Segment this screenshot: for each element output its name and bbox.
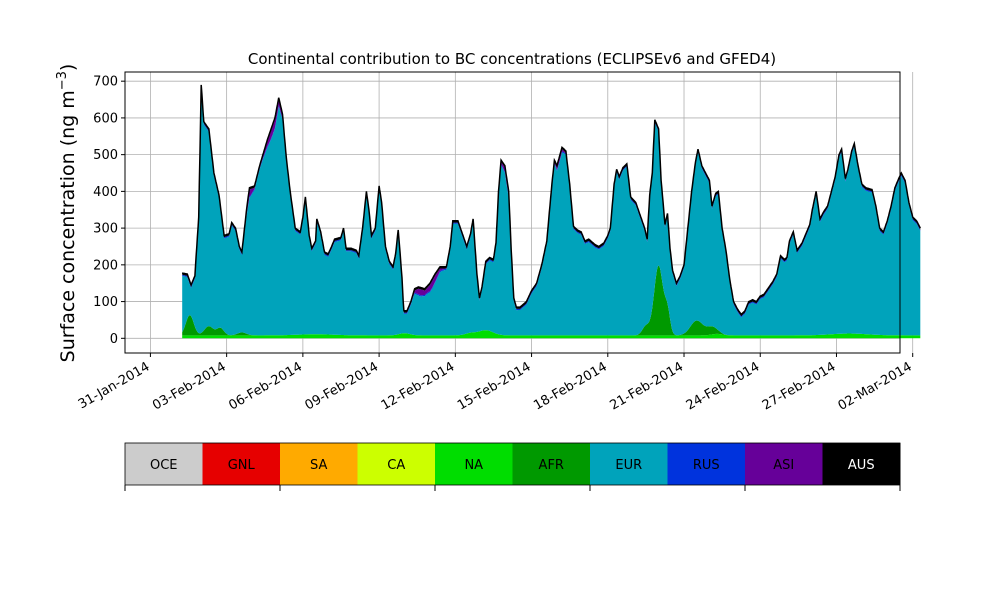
area-eur: [182, 87, 921, 336]
legend-label-afr: AFR: [539, 458, 564, 473]
legend-label-aus: AUS: [848, 458, 875, 473]
x-tick-label: 12-Feb-2014: [379, 359, 458, 413]
legend-swatch-afr: [512, 443, 591, 485]
color-legend: OCE GNL SA CA NA AFR EUR RUS ASI AUS: [124, 442, 901, 491]
legend-swatch-gnl: [202, 443, 281, 485]
y-tick-label: 600: [93, 111, 118, 126]
x-tick-label: 02-Mar-2014: [836, 359, 915, 413]
y-tick-label: 500: [93, 148, 118, 163]
y-axis-ticks: 0 100 200 300 400 500 600 700: [93, 75, 125, 347]
x-tick-label: 24-Feb-2014: [684, 359, 763, 413]
y-tick-label: 400: [93, 185, 118, 200]
x-tick-label: 27-Feb-2014: [760, 359, 839, 413]
chart-title: Continental contribution to BC concentra…: [248, 50, 776, 68]
legend-swatch-eur: [590, 443, 668, 485]
x-tick-label: 06-Feb-2014: [226, 359, 305, 413]
x-tick-label: 09-Feb-2014: [303, 359, 382, 413]
legend-swatch-asi: [745, 443, 823, 485]
legend-swatch-aus: [822, 443, 901, 485]
legend-label-na: NA: [464, 458, 483, 473]
y-tick-label: 700: [93, 75, 118, 90]
total-line: [181, 84, 921, 316]
x-tick-label: 21-Feb-2014: [607, 359, 686, 413]
legend-label-asi: ASI: [773, 458, 794, 473]
legend-swatch-ca: [357, 443, 436, 485]
y-axis-label: Surface concentration (ng m−3): [55, 64, 79, 363]
x-axis-ticks: 31-Jan-201403-Feb-201406-Feb-201409-Feb-…: [76, 353, 915, 414]
x-tick-label: 18-Feb-2014: [531, 359, 610, 413]
legend-label-sa: SA: [310, 458, 327, 473]
area-na: [182, 330, 921, 339]
y-tick-label: 100: [93, 295, 118, 310]
legend-swatch-na: [435, 443, 513, 485]
y-tick-label: 0: [110, 332, 118, 347]
x-tick-label: 03-Feb-2014: [150, 359, 229, 413]
legend-swatch-oce: [125, 443, 203, 485]
legend-swatch-sa: [280, 443, 358, 485]
plot-frame: [124, 71, 901, 354]
legend-frame: [124, 442, 901, 486]
legend-swatch-rus: [667, 443, 746, 485]
y-tick-label: 200: [93, 258, 118, 273]
x-tick-label: 15-Feb-2014: [455, 359, 534, 413]
stacked-areas: [181, 84, 921, 339]
legend-label-oce: OCE: [150, 458, 178, 473]
legend-label-rus: RUS: [693, 458, 720, 473]
x-tick-label: 31-Jan-2014: [76, 359, 153, 412]
legend-label-gnl: GNL: [228, 458, 256, 473]
legend-label-eur: EUR: [615, 458, 642, 473]
legend-label-ca: CA: [387, 458, 405, 473]
y-tick-label: 300: [93, 222, 118, 237]
